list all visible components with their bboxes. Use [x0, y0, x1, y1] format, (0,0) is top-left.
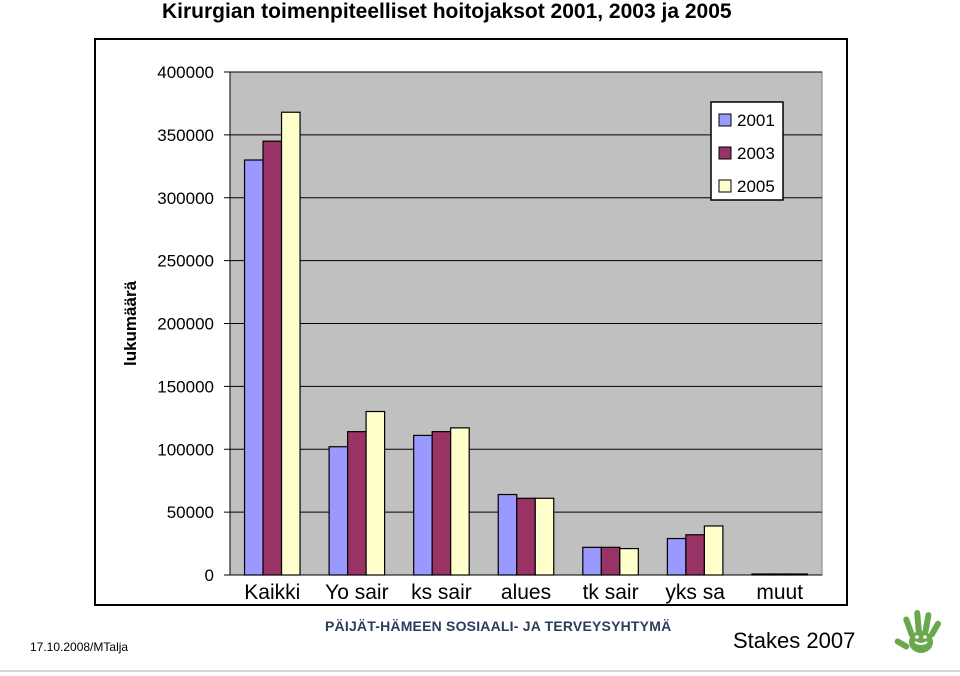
bar-2005-alues [534, 497, 555, 576]
legend-label: 2003 [737, 144, 775, 163]
bar-2005-tk-sair [619, 547, 639, 576]
footer-organization: PÄIJÄT-HÄMEEN SOSIAALI- JA TERVEYSYHTYMÄ [325, 618, 672, 634]
bar-2001-yks-sa [666, 537, 687, 576]
bar-2001-ks-sair [413, 434, 433, 576]
y-tick-label: 50000 [167, 503, 214, 522]
bar-2001-muut [751, 573, 772, 576]
bar-2003-ks-sair [431, 431, 452, 576]
bar-2003-tk-sair [600, 546, 621, 576]
bar-2001-tk-sair [582, 546, 602, 576]
y-tick-label: 150000 [157, 377, 214, 396]
y-tick-label: 200000 [157, 315, 214, 334]
bar-2003-alues [516, 497, 536, 576]
bar-2005-kaikki [280, 111, 301, 576]
bar-2001-yo-sair [328, 446, 349, 576]
bar-2003-kaikki [262, 140, 283, 576]
legend-swatch-2003 [718, 146, 732, 160]
x-tick-label: muut [756, 581, 803, 604]
bar-2003-muut [769, 573, 790, 576]
y-tick-label: 0 [205, 566, 214, 585]
y-tick-label: 250000 [157, 252, 214, 271]
x-tick-label: yks sa [665, 581, 725, 604]
footer-date-author: 17.10.2008/MTalja [30, 640, 129, 654]
bar-2005-yo-sair [365, 410, 386, 576]
bar-2001-alues [497, 493, 518, 576]
x-tick-label: Yo sair [325, 581, 388, 604]
x-tick-label: tk sair [583, 581, 639, 604]
bar-2005-ks-sair [450, 427, 470, 576]
legend-label: 2001 [737, 111, 775, 130]
y-tick-label: 300000 [157, 189, 214, 208]
legend-swatch-2001 [718, 113, 732, 127]
x-tick-label: alues [501, 581, 551, 604]
chart-title: Kirurgian toimenpiteelliset hoitojaksot … [162, 0, 732, 23]
y-axis-label: lukumäärä [121, 280, 140, 366]
footer-divider [0, 670, 960, 672]
bar-2003-yo-sair [347, 431, 367, 576]
bar-2005-yks-sa [703, 525, 724, 576]
legend-label: 2005 [737, 177, 775, 196]
hand-logo-icon [894, 610, 941, 653]
bar-2003-yks-sa [685, 534, 705, 576]
bar-2005-muut [788, 573, 809, 576]
footer-source: Stakes 2007 [733, 628, 856, 653]
bar-2001-kaikki [243, 159, 264, 576]
x-tick-label: ks sair [411, 581, 472, 604]
legend-swatch-2005 [718, 179, 732, 193]
y-tick-label: 400000 [157, 63, 214, 82]
x-tick-label: Kaikki [244, 581, 300, 604]
y-tick-label: 100000 [157, 440, 214, 459]
y-tick-label: 350000 [157, 126, 214, 145]
